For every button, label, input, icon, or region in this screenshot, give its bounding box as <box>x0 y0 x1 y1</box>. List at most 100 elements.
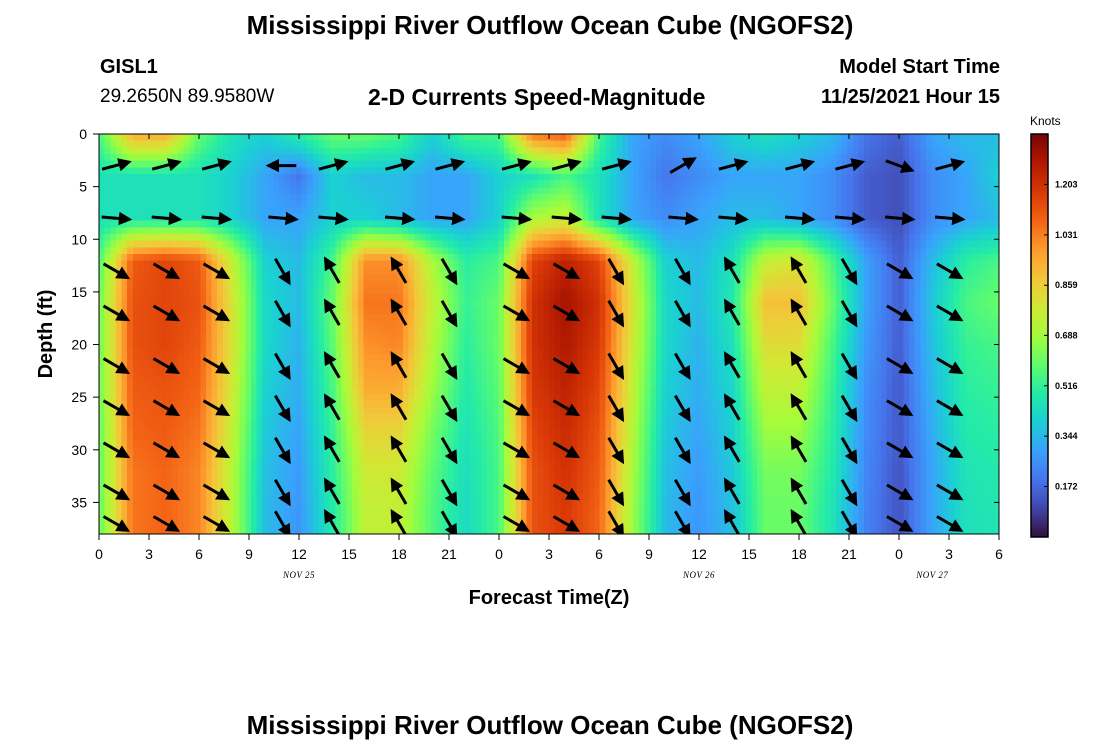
current-vector-arrow <box>201 158 232 172</box>
current-vector-arrow <box>318 211 349 226</box>
current-vector-arrow <box>502 515 531 532</box>
current-vector-arrow <box>835 158 866 172</box>
current-vector-arrow <box>440 394 458 423</box>
current-vector-arrow <box>834 211 866 226</box>
current-vector-arrow <box>318 158 349 172</box>
current-vector-arrow <box>552 304 581 322</box>
x-axis: 0 3 6 9 12 15 18 21 0 3 6 9 12 15 18 21 0 3 6 <box>95 134 1003 562</box>
x-axis-label: Forecast Time(Z) <box>469 587 630 609</box>
y-tick-label: 10 <box>71 231 87 247</box>
x-tick-label: 12 <box>691 546 707 562</box>
current-vector-arrow <box>674 257 691 286</box>
current-vector-arrow <box>440 436 458 465</box>
current-vector-arrow <box>784 211 816 226</box>
current-vector-arrow <box>152 515 181 532</box>
current-vector-arrow <box>202 515 231 532</box>
current-vector-arrow <box>886 483 914 501</box>
current-vector-arrow <box>152 441 181 459</box>
current-vector-arrow <box>840 352 858 381</box>
current-vector-arrow <box>440 479 458 507</box>
x-tick-label: 18 <box>391 546 407 562</box>
y-tick-label: 35 <box>71 494 87 510</box>
colorbar-ticks: 1.203 1.031 0.859 0.688 0.516 0.344 0.172 <box>1044 179 1078 492</box>
colorbar-tick-label: 0.859 <box>1055 280 1078 290</box>
colorbar-tick-label: 1.031 <box>1055 230 1078 240</box>
current-vector-arrow <box>323 351 341 379</box>
current-vector-arrow <box>201 211 233 226</box>
current-vector-arrow <box>274 436 291 465</box>
current-vector-arrow <box>501 211 533 226</box>
x-tick-label: 21 <box>841 546 857 562</box>
current-vector-arrow <box>385 158 416 172</box>
current-vector-arrow <box>274 510 291 534</box>
current-vector-arrow <box>274 352 291 381</box>
current-vector-arrow <box>790 256 808 284</box>
current-vector-arrow <box>790 393 808 421</box>
current-vector-arrow <box>152 304 181 322</box>
current-vector-arrow <box>607 352 625 381</box>
colorbar-tick-label: 0.516 <box>1055 381 1078 391</box>
current-vector-arrow <box>102 304 131 322</box>
current-vector-arrow <box>674 300 691 328</box>
current-vector-arrow <box>102 399 131 417</box>
current-vector-arrow <box>274 394 291 423</box>
current-vector-arrow <box>502 304 531 322</box>
current-vector-arrow <box>551 211 583 226</box>
current-vector-arrow <box>202 441 231 459</box>
current-vector-arrow <box>723 298 741 326</box>
x-tick-label: 6 <box>195 546 203 562</box>
current-vector-arrow <box>718 158 749 172</box>
x-tick-label: 9 <box>245 546 253 562</box>
current-vector-arrow <box>607 257 625 286</box>
current-vector-arrow <box>202 262 231 280</box>
colorbar-tick-label: 0.172 <box>1055 482 1078 492</box>
current-vector-arrow <box>551 158 582 172</box>
current-vector-arrow <box>390 351 408 379</box>
current-vector-arrow <box>151 158 182 172</box>
current-vector-arrow <box>718 211 749 226</box>
current-vector-arrow <box>323 477 341 505</box>
current-vector-arrow <box>936 304 964 322</box>
current-vector-arrow <box>552 483 581 501</box>
current-vector-arrow <box>102 483 131 501</box>
current-vector-arrow <box>434 211 466 226</box>
date-label: NOV 26 <box>682 570 715 580</box>
current-vector-arrow <box>886 262 914 280</box>
current-vector-arrow <box>674 479 691 507</box>
current-vector-arrow <box>102 357 131 374</box>
current-vector-arrow <box>152 483 181 501</box>
current-vector-arrow <box>886 441 914 459</box>
x-tick-label: 6 <box>995 546 1003 562</box>
current-vector-arrow <box>607 510 625 534</box>
current-vector-arrow <box>601 158 632 172</box>
current-vector-arrow <box>502 399 531 417</box>
current-vector-arrow <box>390 508 407 534</box>
repeated-title: Mississippi River Outflow Ocean Cube (NG… <box>246 710 854 740</box>
current-vector-arrow <box>440 510 458 534</box>
current-vector-arrow <box>723 393 741 421</box>
current-vector-arrow <box>607 300 625 328</box>
current-vector-arrow <box>936 515 964 532</box>
current-vector-arrow <box>202 399 231 417</box>
y-tick-label: 30 <box>71 442 87 458</box>
current-vector-arrow <box>502 441 531 459</box>
current-vector-arrow <box>934 211 966 226</box>
model-start-value: 11/25/2021 Hour 15 <box>820 86 1000 108</box>
current-vector-arrow <box>274 479 291 507</box>
current-vector-arrow <box>790 435 808 463</box>
current-vector-arrow <box>390 477 408 505</box>
current-vector-arrow <box>840 510 858 534</box>
colorbar-unit-label: Knots <box>1030 114 1061 128</box>
current-vector-arrow <box>384 211 416 226</box>
date-labels: NOV 25 NOV 26 NOV 27 <box>282 570 948 580</box>
current-vector-arrow <box>152 262 181 280</box>
current-vector-arrow <box>790 508 807 534</box>
current-vector-arrow <box>936 357 964 374</box>
current-vector-arrow <box>936 399 964 417</box>
y-axis-label: Depth (ft) <box>35 290 57 379</box>
current-vector-arrow <box>102 441 131 459</box>
current-vector-arrow <box>552 399 581 417</box>
current-vector-arrow <box>674 510 691 534</box>
current-vector-arrow <box>323 256 341 284</box>
